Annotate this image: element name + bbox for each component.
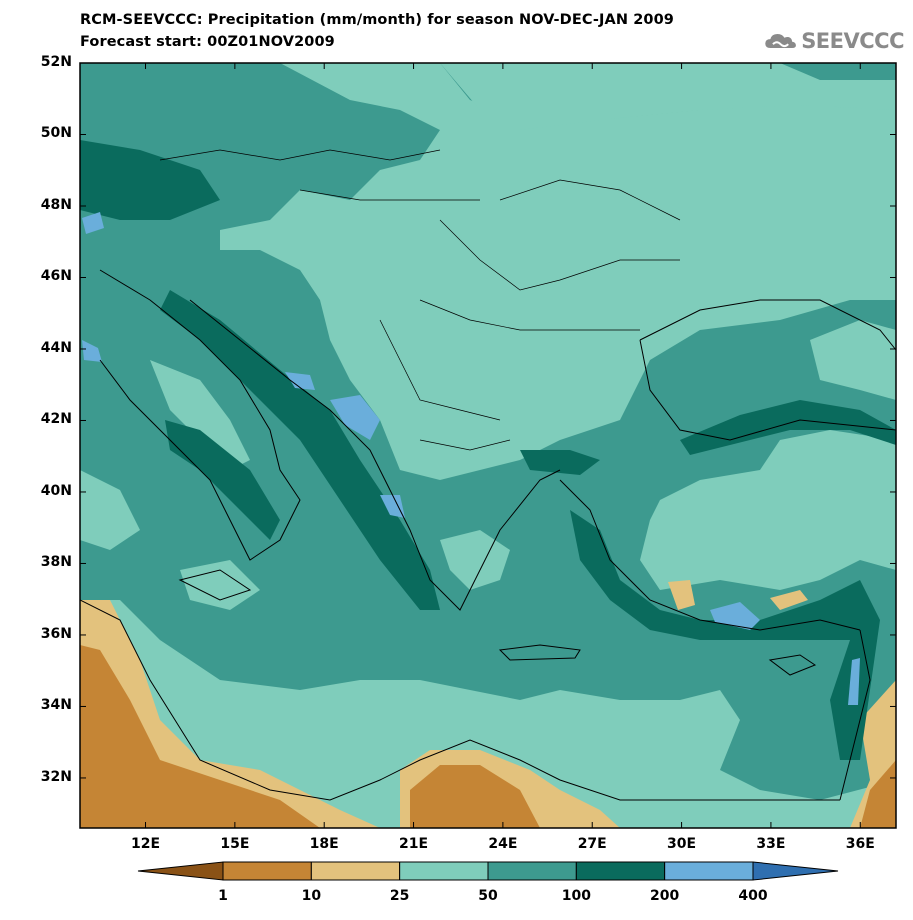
colorbar-segment-100-200 xyxy=(575,861,666,881)
lon-label-36e: 36E xyxy=(845,836,875,852)
field-1-10-cyrenaica xyxy=(410,765,540,828)
field-200-400-italy-spot xyxy=(82,340,102,362)
lon-label-30e: 30E xyxy=(667,836,697,852)
colorbar-label-10: 10 xyxy=(301,888,322,904)
lat-label-48n: 48N xyxy=(40,196,72,213)
field-100-200-aegean-north xyxy=(520,450,600,475)
colorbar-label-100: 100 xyxy=(561,888,591,904)
field-200-400-alps-spot xyxy=(82,212,104,234)
precipitation-field xyxy=(80,63,896,828)
colorbar-label-50: 50 xyxy=(478,888,498,904)
lat-label-40n: 40N xyxy=(40,482,72,499)
map-frame xyxy=(79,62,897,829)
field-200-400-dalmatia-2 xyxy=(285,372,315,390)
coast-balkans xyxy=(189,299,561,611)
lat-label-46n: 46N xyxy=(40,268,72,285)
field-200-400-dalmatia xyxy=(330,395,380,440)
colorbar-segment-10-25 xyxy=(310,861,401,881)
coastlines xyxy=(80,149,896,801)
coast-turkey xyxy=(559,479,861,631)
coast-black-sea xyxy=(639,299,896,441)
field-100-200-alps xyxy=(80,140,220,220)
field-200-400-lebanon xyxy=(848,658,860,705)
lon-label-21e: 21E xyxy=(399,836,429,852)
coast-cyprus xyxy=(768,654,817,676)
field-10-25-anatolia-spot-2 xyxy=(770,590,808,610)
field-1-10-egypt-east xyxy=(860,760,896,828)
colorbar-label-400: 400 xyxy=(738,888,768,904)
colorbar-segment-200-400 xyxy=(664,861,754,881)
field-200-400-taurus xyxy=(710,602,760,630)
border-lines xyxy=(159,149,681,451)
colorbar-segment-above-400 xyxy=(752,861,839,881)
cloud-logo-icon xyxy=(765,33,796,49)
lat-label-44n: 44N xyxy=(40,339,72,356)
lon-label-18e: 18E xyxy=(309,836,339,852)
lat-label-36n: 36N xyxy=(40,625,72,642)
colorbar-segment-below-1 xyxy=(137,861,224,881)
field-25-50-central-europe xyxy=(220,63,896,480)
field-25-50-north-strip xyxy=(440,63,896,130)
coast-crete xyxy=(498,644,581,661)
lat-label-52n: 52N xyxy=(40,54,72,70)
logo-text: SEEVCCC xyxy=(801,29,904,53)
field-25-50-libya-egypt xyxy=(80,600,896,828)
field-100-200-black-sea-south xyxy=(680,400,896,455)
lon-label-15e: 15E xyxy=(220,836,250,852)
colorbar-label-25: 25 xyxy=(389,888,410,904)
colorbar xyxy=(137,861,839,881)
lon-label-27e: 27E xyxy=(577,836,607,852)
lon-label-24e: 24E xyxy=(488,836,518,852)
lat-label-34n: 34N xyxy=(40,697,72,714)
lon-label-33e: 33E xyxy=(756,836,786,852)
lon-label-12e: 12E xyxy=(130,836,161,852)
field-10-25-anatolia-spot-1 xyxy=(668,580,695,610)
lat-label-38n: 38N xyxy=(40,554,72,571)
field-25-50-sicily xyxy=(180,560,260,610)
field-25-50-west-edge xyxy=(80,470,140,550)
field-100-200-turkey-south xyxy=(570,510,880,760)
colorbar-label-1: 1 xyxy=(218,888,228,904)
coast-italy xyxy=(99,269,301,561)
lat-label-42n: 42N xyxy=(40,411,72,428)
field-1-10-north-africa xyxy=(80,645,320,828)
coast-levant xyxy=(839,629,871,801)
colorbar-segment-25-50 xyxy=(399,861,489,881)
coast-sicily xyxy=(178,569,252,601)
field-25-50-black-sea-east xyxy=(810,320,896,400)
field-25-50-anatolia xyxy=(640,430,896,590)
axis-ticks xyxy=(80,62,896,828)
colorbar-label-200: 200 xyxy=(650,888,680,904)
seevccc-logo: SEEVCCC xyxy=(764,24,904,58)
colorbar-segment-50-100 xyxy=(487,861,577,881)
lat-label-32n: 32N xyxy=(40,768,72,785)
field-200-400-corfu xyxy=(380,495,405,518)
field-25-50-italy-south xyxy=(150,360,250,470)
coast-north-africa xyxy=(80,599,840,801)
lat-label-50n: 50N xyxy=(40,125,72,142)
forecast-start: Forecast start: 00Z01NOV2009 xyxy=(80,34,335,50)
map-title: RCM-SEEVCCC: Precipitation (mm/month) fo… xyxy=(80,12,674,28)
field-100-200-tyrrhenian xyxy=(165,420,280,540)
colorbar-segment-1-10 xyxy=(222,861,312,881)
